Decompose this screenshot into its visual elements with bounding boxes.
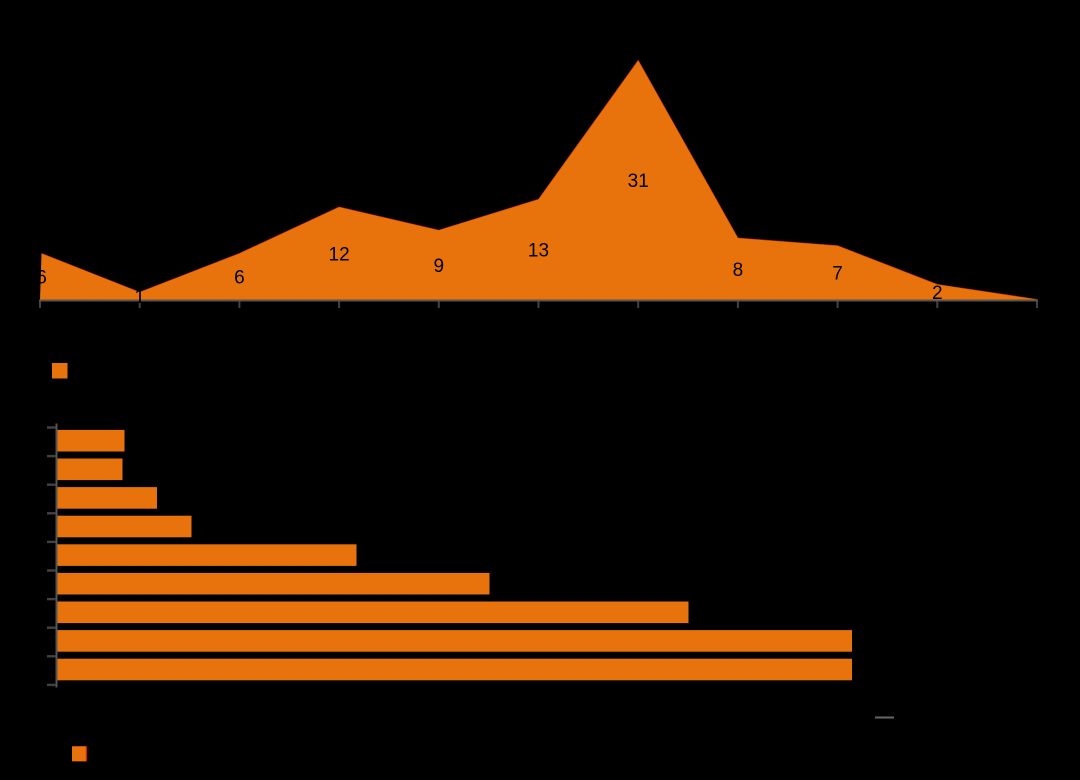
svg-text:2: 2: [932, 283, 943, 304]
svg-text:12: 12: [329, 244, 350, 265]
svg-text:6: 6: [36, 268, 47, 289]
svg-text:13: 13: [528, 241, 549, 262]
svg-text:6: 6: [234, 268, 245, 289]
svg-text:31: 31: [628, 171, 649, 192]
svg-text:9: 9: [434, 256, 445, 277]
svg-text:7: 7: [832, 264, 843, 285]
svg-text:8: 8: [733, 260, 744, 281]
svg-text:1: 1: [134, 287, 145, 308]
